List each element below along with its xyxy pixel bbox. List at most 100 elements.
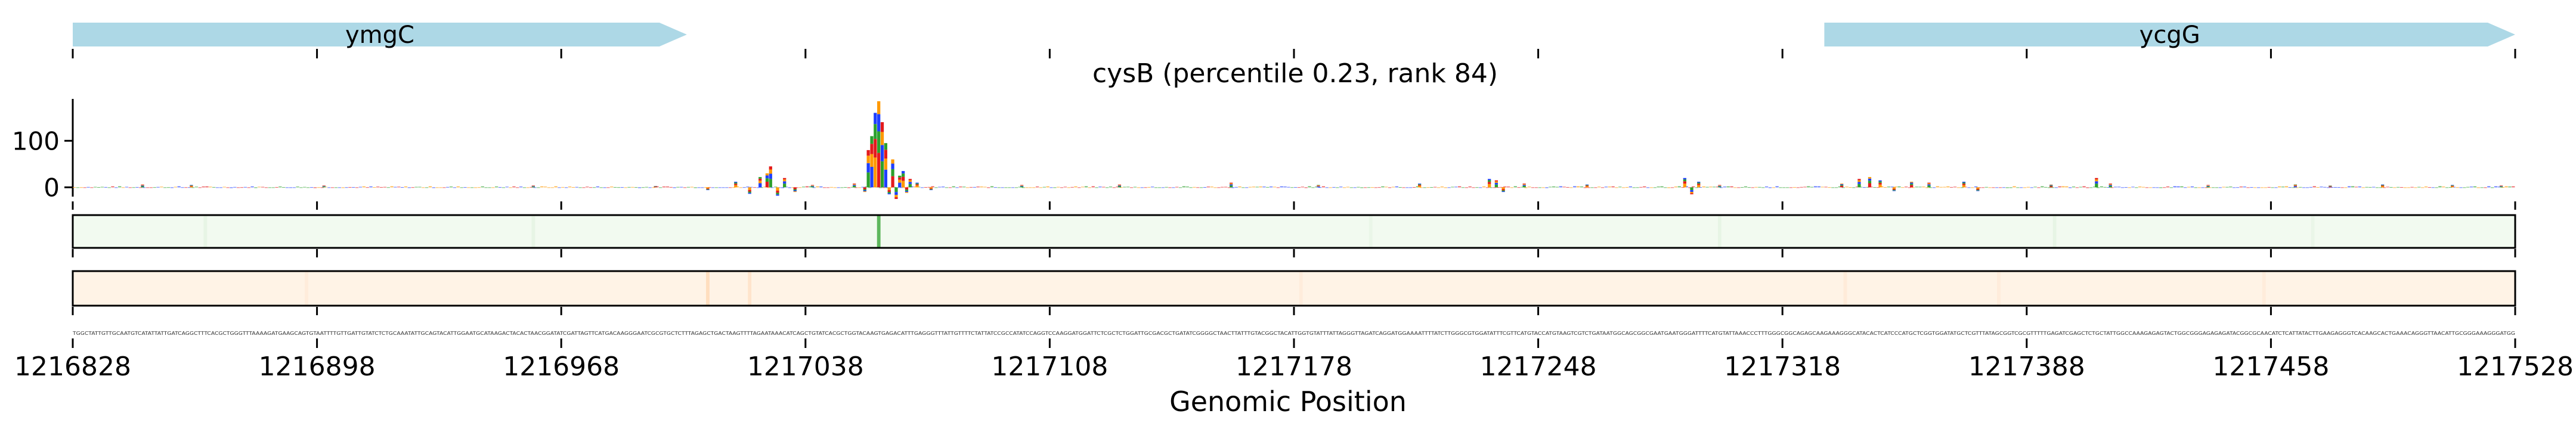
logo-baseline-mark <box>184 187 188 188</box>
logo-peak <box>1857 179 1861 181</box>
logo-baseline-mark <box>1412 187 1416 188</box>
logo-baseline-mark <box>1154 187 1158 188</box>
logo-baseline-mark <box>886 187 889 188</box>
logo-baseline-mark <box>1116 186 1119 188</box>
logo-baseline-mark <box>1960 187 1964 188</box>
logo-peak <box>1522 185 1526 188</box>
logo-peak <box>891 163 894 169</box>
logo-baseline-mark <box>1925 187 1929 188</box>
logo-baseline-mark <box>1451 186 1454 188</box>
logo-baseline-mark <box>1119 187 1123 188</box>
logo-baseline-mark <box>1908 187 1912 188</box>
logo-baseline-mark <box>578 187 582 188</box>
logo-baseline-mark <box>1643 186 1646 188</box>
logo-baseline-mark <box>1792 186 1797 188</box>
logo-baseline-mark <box>1479 187 1482 188</box>
logo-baseline-mark <box>1447 187 1451 188</box>
logo-baseline-mark <box>143 187 146 188</box>
logo-baseline-mark <box>1636 187 1639 188</box>
logo-baseline-mark <box>2295 187 2299 188</box>
logo-peak <box>322 186 326 188</box>
logo-baseline-mark <box>2508 186 2512 188</box>
logo-baseline-mark <box>819 186 823 188</box>
logo-baseline-mark <box>2100 186 2103 188</box>
logo-baseline-mark <box>1206 186 1210 188</box>
logo-baseline-mark <box>1276 187 1280 188</box>
logo-baseline-mark <box>701 187 704 188</box>
logo-baseline-mark <box>1081 186 1085 188</box>
logo-baseline-mark <box>1290 187 1294 188</box>
logo-baseline-mark <box>453 187 457 188</box>
logo-baseline-mark <box>1001 187 1004 188</box>
logo-baseline-mark <box>1231 187 1234 188</box>
logo-baseline-mark <box>1262 186 1266 188</box>
x-tick-label: 1217388 <box>1968 352 2085 382</box>
logo-baseline-mark <box>1521 186 1524 188</box>
logo-peak <box>884 143 888 150</box>
logo-baseline-mark <box>850 186 854 188</box>
logo-baseline-mark <box>1761 187 1765 188</box>
logo-baseline-mark <box>662 186 666 188</box>
logo-baseline-mark <box>2020 187 2023 188</box>
logo-baseline-mark <box>722 187 725 188</box>
logo-baseline-mark <box>1129 187 1134 188</box>
logo-baseline-mark <box>2103 186 2107 188</box>
logo-baseline-mark <box>1245 187 1249 188</box>
logo-baseline-mark <box>2333 186 2337 188</box>
logo-baseline-mark <box>1046 186 1049 188</box>
heatmap-cell <box>305 271 308 306</box>
logo-baseline-mark <box>2005 187 2009 188</box>
logo-peak <box>1683 181 1686 184</box>
logo-baseline-mark <box>1928 187 1933 188</box>
x-tick-label: 1216828 <box>14 352 131 382</box>
logo-peak <box>1718 186 1722 188</box>
logo-baseline-mark <box>558 187 561 188</box>
logo-baseline-mark <box>2379 187 2383 188</box>
logo-baseline-mark <box>1266 186 1270 188</box>
logo-baseline-mark <box>899 187 903 188</box>
logo-baseline-mark <box>1011 187 1015 188</box>
logo-baseline-mark <box>2399 186 2404 188</box>
heatmap-cell <box>2311 215 2315 248</box>
logo-peak <box>1927 183 1931 185</box>
logo-baseline-mark <box>111 186 114 188</box>
sequence-logo-track: 0 100 <box>12 99 2516 210</box>
logo-baseline-mark <box>1172 187 1175 188</box>
logo-baseline-mark <box>348 186 352 188</box>
logo-peak <box>1892 187 1896 189</box>
logo-baseline-mark <box>1733 187 1737 188</box>
logo-baseline-mark <box>1157 187 1162 188</box>
logo-baseline-mark <box>1559 186 1562 188</box>
logo-baseline-mark <box>2260 187 2264 188</box>
logo-peak <box>2049 185 2053 186</box>
logo-peak <box>769 173 772 179</box>
logo-baseline-mark <box>801 186 806 188</box>
logo-baseline-mark <box>753 187 757 188</box>
logo-baseline-mark <box>1950 186 1953 188</box>
logo-baseline-mark <box>1549 186 1552 188</box>
gene-arrow-ymgC <box>73 23 687 46</box>
logo-peak <box>1230 185 1233 188</box>
logo-baseline-mark <box>2152 187 2156 188</box>
logo-peak <box>902 171 905 174</box>
logo-baseline-mark <box>823 187 826 188</box>
logo-baseline-mark <box>376 186 380 188</box>
logo-baseline-mark <box>676 186 680 188</box>
logo-baseline-mark <box>390 186 394 188</box>
logo-baseline-mark <box>309 187 314 188</box>
logo-baseline-mark <box>942 186 945 188</box>
logo-baseline-mark <box>1506 186 1510 188</box>
logo-baseline-mark <box>2452 186 2456 188</box>
logo-peak <box>190 185 193 186</box>
logo-baseline-mark <box>1838 186 1842 188</box>
logo-baseline-mark <box>1004 187 1008 188</box>
logo-baseline-mark <box>2463 187 2466 188</box>
logo-baseline-mark <box>1943 186 1946 188</box>
logo-baseline-mark <box>1489 187 1493 188</box>
logo-baseline-mark <box>2351 186 2355 188</box>
logo-peak <box>2049 186 2053 188</box>
logo-baseline-mark <box>1440 186 1444 188</box>
logo-baseline-mark <box>2051 187 2055 188</box>
logo-baseline-mark <box>2246 187 2250 188</box>
logo-peak <box>887 193 891 195</box>
